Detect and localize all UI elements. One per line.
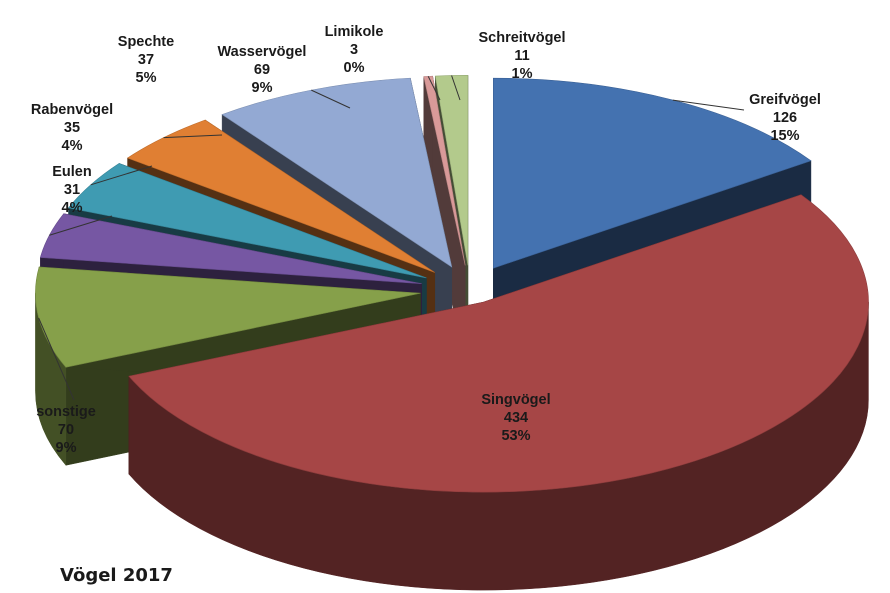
label-greifvogel: Greifvögel 126 15% (749, 92, 821, 144)
label-rabenvogel: Rabenvögel 35 4% (31, 102, 113, 154)
leader-lines (38, 75, 745, 401)
slice-labels: Greifvögel 126 15% Singvögel 434 53% sonstige 7… (31, 24, 821, 456)
label-limikole-value: 3 (350, 42, 358, 58)
label-rabenvogel-percent: 4% (62, 138, 83, 154)
label-schreitvogel-name: Schreitvögel (478, 30, 565, 46)
leader-line-limikole (427, 76, 441, 101)
slice-limikole (423, 75, 466, 266)
label-sonstige-value: 70 (58, 422, 74, 438)
label-eulen-value: 31 (64, 182, 80, 198)
label-schreitvogel-percent: 1% (512, 66, 533, 82)
label-spechte-name: Spechte (118, 34, 174, 50)
label-sonstige-percent: 9% (56, 440, 77, 456)
label-spechte-percent: 5% (136, 70, 157, 86)
label-wasservogel-percent: 9% (252, 80, 273, 96)
label-schreitvogel-value: 11 (514, 48, 529, 64)
label-limikole-percent: 0% (344, 60, 365, 76)
label-greifvogel-name: Greifvögel (749, 92, 821, 108)
leader-line-spechte (163, 134, 223, 139)
label-schreitvogel: Schreitvögel 11 1% (478, 30, 565, 82)
label-singvogel: Singvögel 434 53% (481, 392, 550, 444)
label-spechte-value: 37 (138, 52, 154, 68)
leader-line-greifvogel (672, 99, 745, 111)
label-singvogel-name: Singvögel (481, 392, 550, 408)
slice-singvogel (128, 194, 869, 493)
label-greifvogel-percent: 15% (770, 128, 799, 144)
label-eulen-name: Eulen (52, 164, 91, 180)
label-singvogel-value: 434 (504, 410, 528, 426)
label-limikole-name: Limikole (325, 24, 384, 40)
slice-greifvogel (493, 77, 812, 269)
label-singvogel-percent: 53% (501, 428, 530, 444)
label-spechte: Spechte 37 5% (118, 34, 174, 86)
leader-line-rabenvogel (90, 165, 153, 186)
leader-line-sonstige (38, 317, 75, 401)
label-wasservogel-value: 69 (254, 62, 270, 78)
slice-eulen (39, 213, 422, 285)
label-eulen: Eulen 31 4% (52, 164, 91, 216)
label-wasservogel: Wasservögel 69 9% (218, 44, 307, 96)
leader-line-wasservogel (311, 89, 351, 109)
pie-top-layer (35, 75, 869, 493)
label-limikole: Limikole 3 0% (325, 24, 384, 76)
label-sonstige-name: sonstige (36, 404, 96, 420)
chart-title: Vögel 2017 (60, 565, 173, 586)
label-eulen-percent: 4% (62, 200, 83, 216)
label-wasservogel-name: Wasservögel (218, 44, 307, 60)
label-greifvogel-value: 126 (773, 110, 797, 126)
label-rabenvogel-value: 35 (64, 120, 80, 136)
label-rabenvogel-name: Rabenvögel (31, 102, 113, 118)
leader-line-schreitvogel (451, 75, 461, 101)
label-sonstige: sonstige 70 9% (36, 404, 96, 456)
leader-line-eulen (49, 215, 113, 236)
